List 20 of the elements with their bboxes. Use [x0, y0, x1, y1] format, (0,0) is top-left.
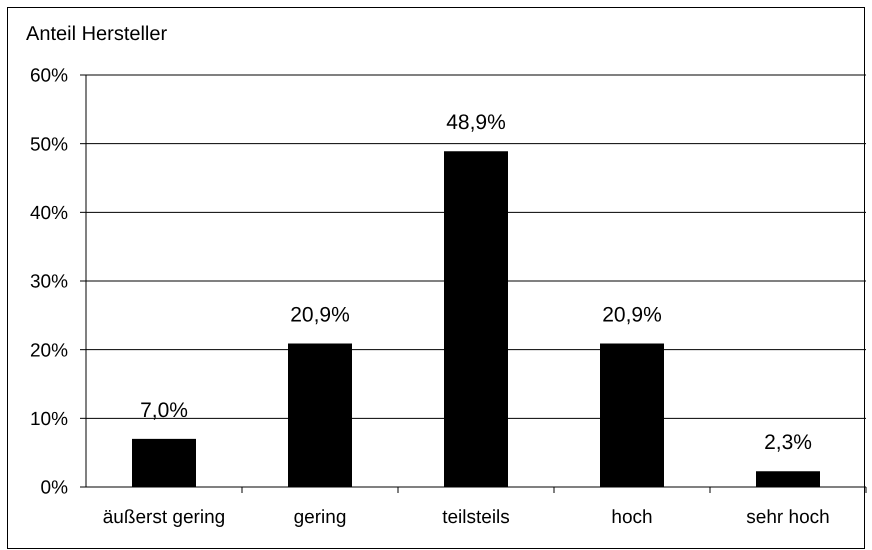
data-label: 20,9% [602, 303, 662, 326]
y-tick-label: 20% [30, 340, 68, 362]
x-tick-label: hoch [611, 507, 653, 528]
x-tick-label: äußerst gering [102, 507, 226, 528]
x-tick-label: gering [294, 507, 346, 528]
y-axis-title: Anteil Hersteller [26, 22, 168, 46]
x-tick-label: teilsteils [442, 507, 510, 528]
y-tick-label: 60% [30, 66, 68, 87]
data-label: 2,3% [764, 431, 812, 454]
y-tick-label: 30% [30, 272, 68, 293]
y-tick-label: 10% [30, 409, 68, 430]
y-tick-label: 50% [30, 134, 68, 156]
y-tick-label: 40% [30, 203, 68, 224]
data-label: 7,0% [140, 398, 188, 422]
y-tick-label: 0% [40, 478, 68, 499]
data-label: 48,9% [446, 111, 506, 134]
data-label: 20,9% [290, 303, 350, 326]
bar [756, 471, 820, 487]
x-tick-label: sehr hoch [746, 507, 830, 528]
bar [132, 438, 196, 487]
